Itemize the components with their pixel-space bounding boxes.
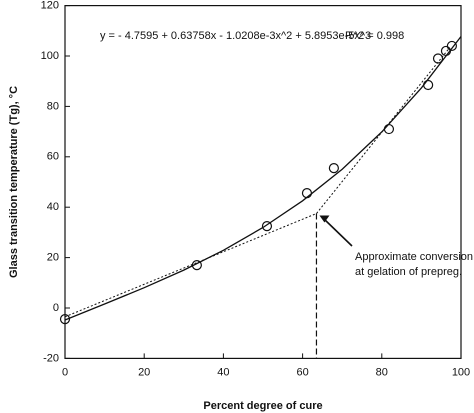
y-tick-label: -20 [43, 352, 59, 364]
x-tick-label: 0 [62, 366, 68, 378]
data-point [446, 40, 457, 52]
y-tick-label: 40 [47, 201, 59, 213]
arrow-head [319, 215, 330, 223]
data-point [383, 123, 395, 135]
data-point [423, 79, 434, 91]
y-tick-label: 100 [41, 50, 59, 62]
x-axis-label: Percent degree of cure [203, 400, 322, 412]
data-point [432, 53, 444, 64]
equation: y = - 4.7595 + 0.63758x - 1.0208e-3x^2 +… [100, 30, 371, 42]
arrow-shaft [321, 216, 353, 247]
y-tick-label: 80 [47, 100, 59, 112]
x-tick-label: 100 [452, 366, 470, 378]
plot-frame [64, 4, 462, 359]
r-squared: R^2 = 0.998 [345, 30, 404, 42]
data-point [59, 313, 71, 325]
y-tick-label: 60 [47, 151, 59, 163]
annotation: at gelation of prepreg. [355, 266, 462, 278]
y-tick-label: 0 [53, 302, 59, 314]
fit-curve [64, 36, 462, 321]
y-tick-label: 120 [41, 0, 59, 12]
annotation: Approximate conversion [355, 251, 473, 263]
y-axis-label: Glass transition temperature (Tg), °C [8, 86, 20, 278]
x-tick-label: 40 [217, 366, 229, 378]
x-tick-label: 20 [138, 366, 150, 378]
data-point [261, 221, 273, 232]
data-point [301, 187, 313, 199]
data-point [328, 163, 339, 174]
y-tick-label: 20 [47, 252, 59, 264]
x-tick-label: 80 [376, 366, 388, 378]
x-tick-label: 60 [296, 366, 308, 378]
dotted-line [64, 48, 450, 318]
